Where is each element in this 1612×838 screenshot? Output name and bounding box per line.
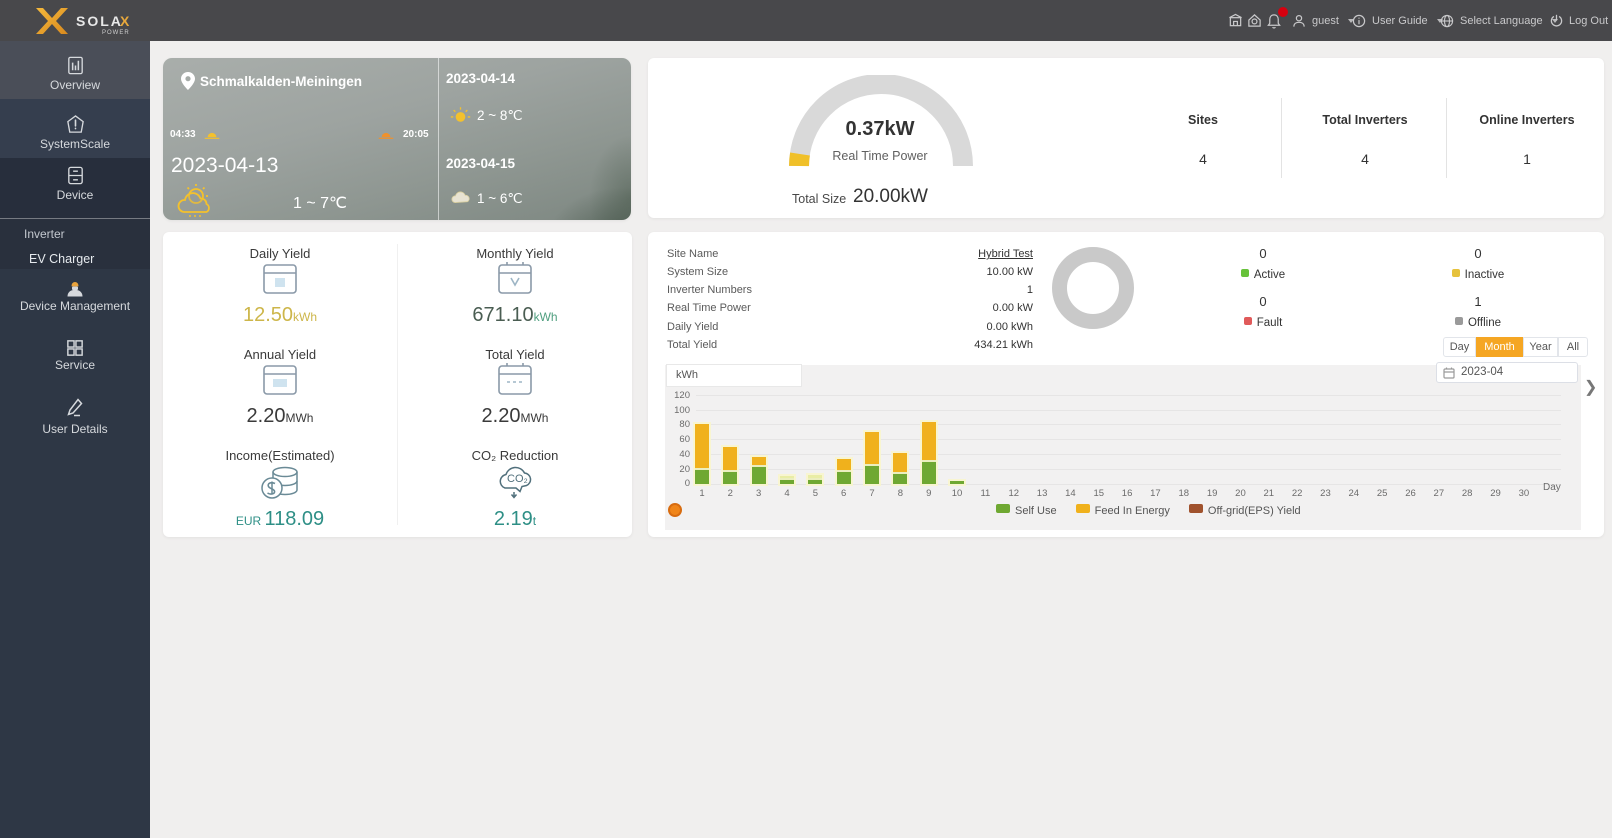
- svg-text:SOLA: SOLA: [76, 13, 123, 29]
- svg-text:POWER: POWER: [102, 30, 130, 36]
- svg-text:X: X: [120, 13, 130, 29]
- svg-text:CO₂: CO₂: [507, 473, 528, 485]
